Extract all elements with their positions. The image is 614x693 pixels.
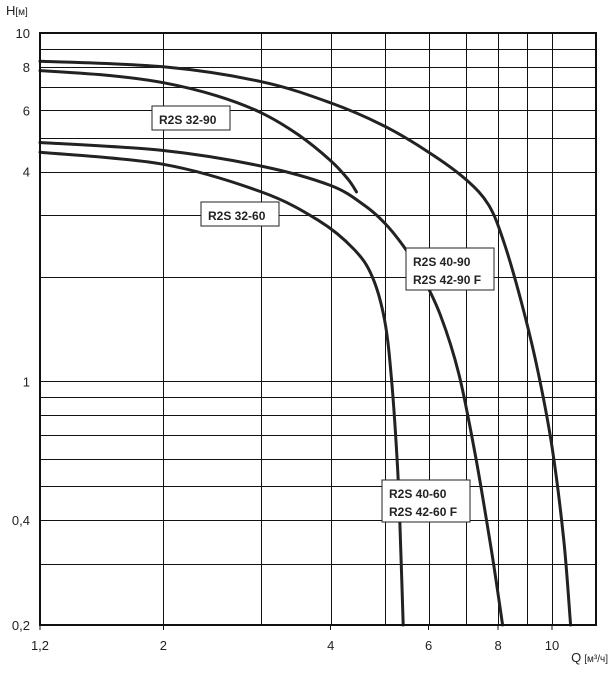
y-tick-label: 6 (23, 103, 30, 118)
x-tick-label: 1,2 (31, 638, 49, 653)
x-tick-label: 10 (545, 638, 559, 653)
label-box (381, 479, 471, 523)
y-axis-title: H[м] (6, 3, 28, 18)
curves (38, 59, 573, 627)
curve-r2s-40-90-r2s-42-90-f (38, 59, 573, 627)
y-axis-unit: [м] (15, 7, 28, 18)
label-box (405, 247, 495, 291)
y-tick-label: 0,4 (12, 513, 30, 528)
label-text: R2S 40-90 (413, 255, 471, 269)
x-tick-label: 2 (160, 638, 167, 653)
label-r2s-32-90: R2S 32-90 (151, 105, 231, 131)
label-text: R2S 40-60 (389, 487, 447, 501)
label-text: R2S 32-60 (208, 209, 266, 223)
label-box (151, 105, 231, 131)
y-tick-label: 1 (23, 374, 30, 389)
label-box (200, 201, 280, 227)
y-tick-label: 0,2 (12, 618, 30, 633)
label-text: R2S 42-90 F (413, 273, 481, 287)
label-r2s-40-60-r2s-42-60-f: R2S 40-60 R2S 42-60 F (381, 479, 471, 523)
curve-r2s-40-60-r2s-42-60-f (38, 141, 505, 627)
curve-r2s-32-90 (38, 69, 358, 194)
x-axis-title: Q [м³/ч] (571, 650, 608, 665)
x-tick-label: 6 (425, 638, 432, 653)
label-r2s-40-90-r2s-42-90-f: R2S 40-90 R2S 42-90 F (405, 247, 495, 291)
x-axis-letter: Q (571, 650, 581, 665)
label-text: R2S 32-90 (159, 113, 217, 127)
label-r2s-32-60: R2S 32-60 (200, 201, 280, 227)
y-tick-label: 4 (23, 165, 30, 180)
grid (40, 33, 596, 625)
plot-frame (39, 32, 597, 626)
x-tick-label: 4 (327, 638, 334, 653)
y-tick-label: 8 (23, 60, 30, 75)
y-tick-label: 10 (16, 26, 30, 41)
y-axis-letter: H (6, 3, 15, 18)
tick-labels: 1,2 2 4 6 8 10 0,2 0,4 1 4 6 8 10 (12, 26, 559, 653)
label-text: R2S 42-60 F (389, 505, 457, 519)
x-axis-unit: [м³/ч] (584, 654, 608, 665)
x-tick-label: 8 (494, 638, 501, 653)
